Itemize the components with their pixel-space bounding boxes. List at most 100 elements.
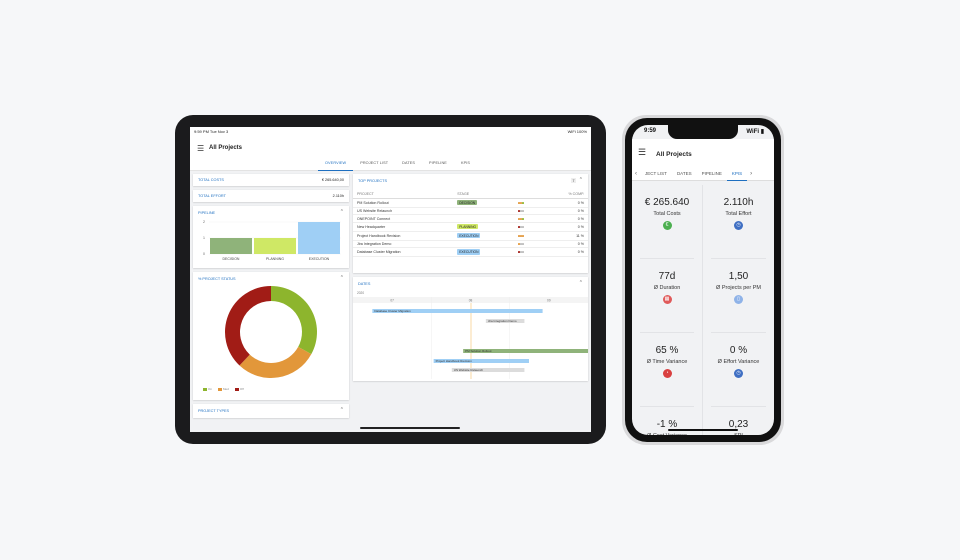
table-row[interactable]: ONEPOINT Connect 0 %: [353, 214, 588, 223]
tab-ject-list[interactable]: ject List: [645, 170, 667, 176]
gantt-bar: [463, 349, 588, 353]
phone-home-indicator: [668, 429, 738, 431]
percent-complete-cell: 0 %: [542, 247, 588, 257]
gantt-bar-label: Jira Integration Demo: [488, 319, 517, 323]
pipeline-bar-chart: 0 1 2 DECISION PLANNING EXECUTION: [203, 220, 341, 261]
project-name-cell: New Headquarter: [353, 222, 454, 232]
collapse-caret-icon[interactable]: ⌃: [578, 280, 583, 286]
x-tick-label: DECISION: [223, 257, 240, 261]
top-projects-card: Top Projects 7 ⌃ Project Stage % Comp. PM …: [353, 174, 588, 273]
table-row[interactable]: US Website Relaunch 0 %: [353, 207, 588, 216]
gantt-header-band: [353, 297, 588, 303]
status-dots-cell: [513, 207, 543, 216]
total-effort-card: Total Effort 2.110h: [193, 190, 349, 202]
kpi-value: 0,23: [728, 419, 749, 430]
chevron-right-icon[interactable]: ›: [750, 170, 753, 177]
kpi-value: 2.110h: [723, 197, 754, 208]
kpi-value: € 265.640: [644, 197, 690, 208]
kpi-tile: 65 % Ø Time Variance ◔: [632, 333, 703, 407]
gantt-bar-label: Database Cluster Migration: [374, 309, 411, 313]
table-row[interactable]: Project Handbook Revision EXECUTION 11 %: [353, 231, 588, 241]
kpi-label: Ø Time Variance: [646, 359, 688, 365]
kpi-grid: € 265.640 Total Costs €2.110h Total Effort ◷…: [632, 185, 774, 435]
top-projects-title: Top Projects: [358, 179, 387, 183]
clock-icon: ◷: [734, 221, 743, 230]
column-header[interactable]: % Comp.: [542, 190, 588, 199]
tab-dates[interactable]: Dates: [676, 170, 692, 176]
top-projects-count[interactable]: 7: [571, 178, 576, 183]
collapse-caret-icon[interactable]: ⌃: [339, 209, 344, 215]
gantt-year-label: 2020: [357, 291, 364, 295]
stopwatch-icon: ◔: [662, 369, 672, 378]
collapse-caret-icon[interactable]: ⌃: [578, 177, 583, 183]
tablet-right-column: Top Projects 7 ⌃ Project Stage % Comp. PM …: [353, 174, 588, 385]
collapse-caret-icon[interactable]: ⌃: [339, 275, 344, 281]
gantt-column-label: 07: [390, 299, 394, 303]
kpi-tile: -1 % Ø Cost Variance: [632, 407, 703, 435]
tab-kpis[interactable]: KPIs: [460, 161, 470, 165]
stage-cell: DECISION: [453, 198, 514, 208]
percent-complete-cell: 0 %: [542, 207, 588, 216]
calendar-icon: ▦: [662, 295, 672, 304]
tablet-frame: 9:59 PM Tue Nov 3 WiFi 100% ☰ All Projec…: [175, 115, 606, 444]
project-name-cell: Jira Integration Demo: [353, 240, 454, 249]
tab-project-list[interactable]: Project List: [360, 161, 389, 165]
project-name-cell: PM Solution Rollout: [353, 198, 454, 208]
table-header-row: Project Stage % Comp.: [353, 190, 588, 199]
x-tick-label: PLANNING: [266, 257, 284, 261]
collapse-caret-icon[interactable]: ⌃: [339, 407, 344, 413]
phone-status-time: 9:59: [644, 128, 657, 134]
status-dot: [522, 235, 524, 237]
hamburger-menu-icon[interactable]: ☰: [638, 147, 647, 157]
status-dots-cell: [513, 198, 543, 208]
status-dot: [517, 251, 520, 254]
kpi-label: Total Effort: [725, 211, 752, 217]
tab-overview[interactable]: Overview: [318, 159, 354, 171]
stage-badge: EXECUTION: [457, 249, 481, 255]
phone-frame: ☰ All Projects 9:59 WiFi ▮ ‹ ject List Dat…: [622, 115, 784, 445]
legend-item: Med: [218, 387, 229, 391]
table-row[interactable]: Jira Integration Demo 0 %: [353, 240, 588, 249]
kpi-label: Total Costs: [653, 211, 681, 217]
gantt-bar: [372, 309, 543, 313]
phone-app-header: ☰ All Projects: [632, 139, 774, 167]
tablet-home-indicator: [360, 427, 460, 429]
phone-status-bar: 9:59 WiFi ▮: [644, 128, 764, 135]
tab-dates[interactable]: Dates: [402, 161, 416, 165]
table-row[interactable]: PM Solution Rollout DECISION 0 %: [353, 198, 588, 208]
chevron-left-icon[interactable]: ‹: [635, 170, 637, 177]
page-title: All Projects: [209, 145, 243, 151]
legend-swatch: [218, 387, 223, 391]
status-dot: [520, 218, 522, 220]
total-costs-card: Total Costs € 265.640,00: [193, 174, 349, 186]
status-dots-cell: [513, 214, 543, 223]
status-dot: [522, 202, 524, 204]
column-header[interactable]: [513, 190, 543, 199]
status-dot: [522, 226, 524, 228]
tab-pipeline[interactable]: Pipeline: [429, 161, 447, 165]
legend-label: On: [208, 387, 213, 391]
gantt-bar: [433, 359, 529, 363]
status-dot: [517, 226, 520, 228]
status-dots-cell: [513, 247, 543, 257]
status-dots-cell: [513, 240, 543, 249]
hamburger-menu-icon[interactable]: ☰: [197, 144, 205, 153]
kpi-value: 0 %: [729, 345, 748, 356]
percent-complete-cell: 0 %: [542, 198, 588, 208]
column-header[interactable]: Project: [353, 190, 454, 199]
project-name-cell: US Website Relaunch: [353, 207, 454, 216]
table-row[interactable]: Database Cluster Migration EXECUTION 0 %: [353, 247, 588, 257]
column-header[interactable]: Stage: [453, 190, 514, 199]
y-tick-label: 2: [203, 220, 205, 224]
tab-pipeline[interactable]: Pipeline: [701, 170, 722, 176]
gantt-column-label: 09: [547, 299, 551, 303]
kpi-value: 1,50: [728, 271, 749, 282]
percent-complete-cell: 0 %: [542, 222, 588, 232]
table-row[interactable]: New Headquarter PLANNING 0 %: [353, 222, 588, 232]
project-status-card: % Project Status ⌃ On Med Off: [193, 272, 349, 400]
dates-gantt-chart: 2020 07 08 09 Database Cluster Migration Jira…: [353, 291, 588, 379]
tab-kpis[interactable]: KPIs: [726, 167, 748, 181]
legend-swatch: [203, 387, 207, 391]
stage-badge: DECISION: [457, 200, 478, 206]
kpi-label: Ø Duration: [653, 285, 681, 291]
